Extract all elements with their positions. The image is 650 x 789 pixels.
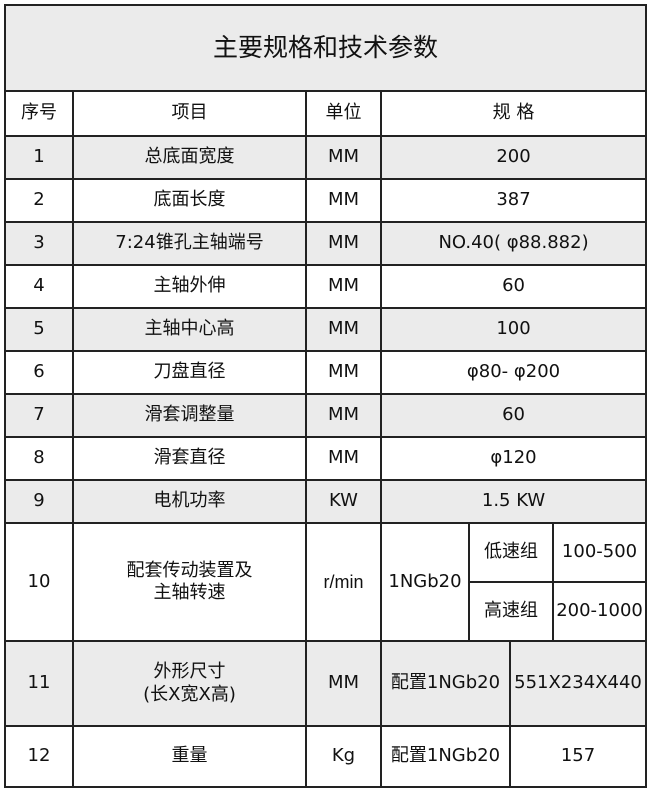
row-unit: Kg xyxy=(305,725,382,788)
row-item: 刀盘直径 xyxy=(72,350,307,395)
low-speed-value: 100-500 xyxy=(551,522,648,583)
row-unit: MM xyxy=(305,393,382,438)
row-unit: KW xyxy=(305,479,382,524)
table-title: 主要规格和技术参数 xyxy=(3,4,648,92)
row-no: 3 xyxy=(4,221,74,266)
row-item: 外形尺寸 (长X宽X高) xyxy=(72,640,307,727)
row-config: 配置1NGb20 xyxy=(380,640,511,727)
row-item: 底面长度 xyxy=(72,178,307,223)
item-line: 配套传动装置及 xyxy=(126,559,253,581)
row-spec: 1.5 KW xyxy=(379,479,648,524)
row-spec: φ80- φ200 xyxy=(379,350,648,395)
row-no: 6 xyxy=(4,350,74,395)
row-item: 重量 xyxy=(72,725,307,788)
header-unit: 单位 xyxy=(305,90,382,137)
row-no: 12 xyxy=(4,725,74,788)
header-row: 序号 项目 单位 规 格 xyxy=(4,90,648,137)
row-unit: MM xyxy=(305,350,382,395)
row-value: 551X234X440 xyxy=(508,640,648,727)
table-row: 11 外形尺寸 (长X宽X高) MM 配置1NGb20 551X234X440 xyxy=(4,640,648,727)
table-row: 2 底面长度 MM 387 xyxy=(4,178,648,223)
row-item: 滑套直径 xyxy=(72,436,307,481)
spec-table: 主要规格和技术参数 序号 项目 单位 规 格 1 总底面宽度 MM 200 2 底面长度 M… xyxy=(3,4,648,788)
row-no: 5 xyxy=(4,307,74,352)
item-line: 外形尺寸 xyxy=(153,661,226,682)
row-spec: 200 xyxy=(379,135,648,180)
row-no: 11 xyxy=(4,640,74,727)
row-spec: 60 xyxy=(379,393,648,438)
row-config: 1NGb20 xyxy=(380,522,470,642)
row-spec: NO.40( φ88.882) xyxy=(379,221,648,266)
high-speed-value: 200-1000 xyxy=(551,581,648,642)
row-unit: MM xyxy=(305,307,382,352)
row-no: 8 xyxy=(4,436,74,481)
item-line: 主轴转速 xyxy=(153,582,226,603)
row-item: 总底面宽度 xyxy=(72,135,307,180)
row-spec: 60 xyxy=(379,264,648,309)
row-no: 7 xyxy=(4,393,74,438)
row-unit: MM xyxy=(305,264,382,309)
table-row: 9 电机功率 KW 1.5 KW xyxy=(4,479,648,524)
row-unit: MM xyxy=(305,640,382,727)
row-unit: MM xyxy=(305,436,382,481)
row-item: 滑套调整量 xyxy=(72,393,307,438)
low-speed-label: 低速组 xyxy=(468,522,554,583)
row-item: 7:24锥孔主轴端号 xyxy=(72,221,307,266)
row-no: 9 xyxy=(4,479,74,524)
row-unit: MM xyxy=(305,178,382,223)
item-line: (长X宽X高) xyxy=(143,683,236,705)
header-spec: 规 格 xyxy=(379,90,648,137)
row-config: 配置1NGb20 xyxy=(380,725,511,788)
table-row: 6 刀盘直径 MM φ80- φ200 xyxy=(4,350,648,395)
row-no: 4 xyxy=(4,264,74,309)
table-row: 12 重量 Kg 配置1NGb20 157 xyxy=(4,725,648,788)
table-row: 3 7:24锥孔主轴端号 MM NO.40( φ88.882) xyxy=(4,221,648,266)
row-spec: 387 xyxy=(379,178,648,223)
table-row: 5 主轴中心高 MM 100 xyxy=(4,307,648,352)
table-row: 10 配套传动装置及 主轴转速 r/min 1NGb20 低速组 100-500 xyxy=(4,522,648,642)
row-no: 2 xyxy=(4,178,74,223)
row-value: 157 xyxy=(508,725,648,788)
row-no: 10 xyxy=(4,522,74,642)
row-no: 1 xyxy=(4,135,74,180)
table-row: 8 滑套直径 MM φ120 xyxy=(4,436,648,481)
row-item: 配套传动装置及 主轴转速 xyxy=(72,522,307,642)
row-item: 电机功率 xyxy=(72,479,307,524)
row-spec: φ120 xyxy=(379,436,648,481)
header-no: 序号 xyxy=(4,90,74,137)
row-unit: r/min xyxy=(305,522,382,642)
row-item: 主轴中心高 xyxy=(72,307,307,352)
row-unit: MM xyxy=(305,135,382,180)
row-unit: MM xyxy=(305,221,382,266)
high-speed-label: 高速组 xyxy=(468,581,554,642)
table-row: 4 主轴外伸 MM 60 xyxy=(4,264,648,309)
table-row: 7 滑套调整量 MM 60 xyxy=(4,393,648,438)
row-item: 主轴外伸 xyxy=(72,264,307,309)
header-item: 项目 xyxy=(72,90,307,137)
table-row: 1 总底面宽度 MM 200 xyxy=(4,135,648,180)
row-spec: 100 xyxy=(379,307,648,352)
